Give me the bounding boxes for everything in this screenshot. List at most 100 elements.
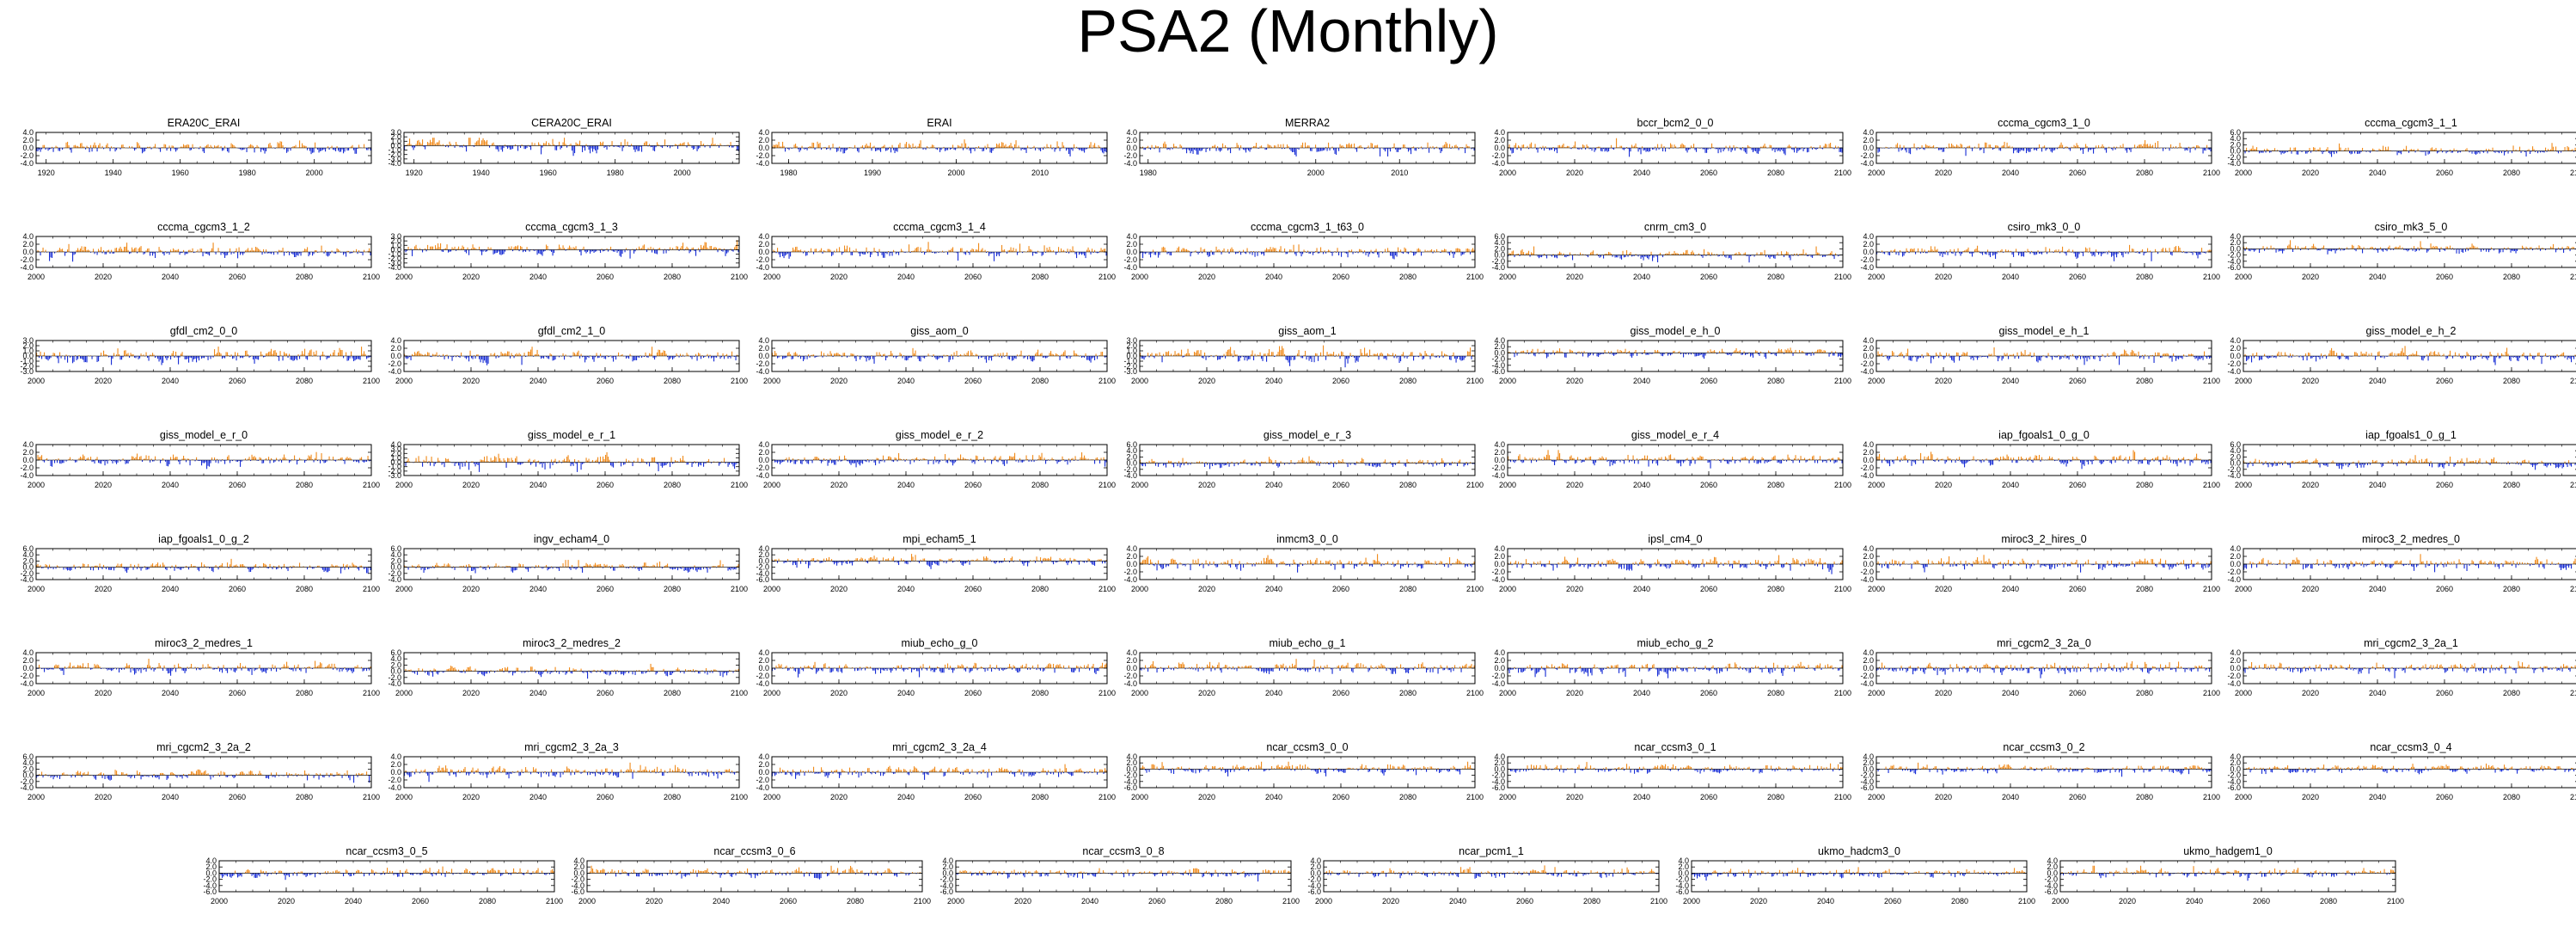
bar-positive — [356, 249, 358, 252]
bar-positive — [407, 143, 409, 146]
bar-positive — [36, 353, 38, 356]
bar-positive — [1955, 146, 1956, 148]
bar-negative — [634, 249, 636, 252]
bar-positive — [994, 146, 996, 148]
bar-negative — [2525, 150, 2527, 157]
bar-negative — [1653, 148, 1655, 150]
bar-negative — [2319, 249, 2321, 251]
bar-negative — [264, 148, 266, 154]
bar-negative — [2036, 252, 2038, 255]
bar-negative — [590, 145, 592, 149]
bar-positive — [187, 144, 188, 148]
bar-negative — [862, 252, 864, 255]
bar-positive — [220, 145, 222, 148]
bar-negative — [1719, 148, 1721, 150]
bar-positive — [245, 250, 247, 252]
bar-negative — [2104, 148, 2106, 150]
bar-positive — [610, 144, 612, 146]
bar-negative — [243, 148, 245, 150]
bar-negative — [366, 356, 368, 359]
bar-positive — [1142, 146, 1144, 148]
bar-negative — [165, 356, 167, 359]
bar-negative — [896, 252, 898, 253]
bar-positive — [2252, 145, 2254, 151]
bar-negative — [282, 356, 284, 361]
bar-positive — [1062, 142, 1063, 148]
y-tick-label: -2.0 — [20, 255, 34, 264]
bar-negative — [1191, 148, 1193, 151]
bar-positive — [1675, 146, 1677, 148]
bar-positive — [1019, 243, 1021, 252]
bar-negative — [448, 249, 450, 253]
bar-negative — [1066, 252, 1068, 254]
bar-negative — [950, 148, 951, 150]
x-tick-label: 2000 — [28, 273, 45, 281]
bar-negative — [2269, 150, 2271, 153]
bar-negative — [1702, 255, 1704, 258]
bar-positive — [1076, 146, 1078, 148]
x-tick-label: 2100 — [2570, 273, 2576, 281]
bar-negative — [2396, 150, 2398, 156]
bar-positive — [2360, 248, 2362, 249]
bar-negative — [1730, 255, 1732, 261]
x-tick-label: 2020 — [1935, 273, 1952, 281]
bar-negative — [335, 148, 337, 151]
x-tick-label: 2000 — [1499, 169, 1516, 177]
bar-positive — [336, 146, 338, 148]
bar-positive — [1056, 141, 1058, 148]
bar-negative — [1336, 252, 1337, 253]
bar-negative — [2282, 150, 2284, 153]
bar-negative — [264, 356, 266, 357]
bar-negative — [1289, 148, 1291, 150]
bar-negative — [1838, 255, 1839, 257]
bar-positive — [2139, 144, 2141, 148]
bar-negative — [1316, 148, 1318, 152]
bar-negative — [230, 252, 232, 255]
bar-positive — [168, 145, 170, 148]
bar-positive — [868, 251, 870, 252]
bar-negative — [544, 249, 546, 252]
bar-positive — [796, 246, 798, 252]
bar-negative — [2169, 148, 2170, 151]
bar-negative — [657, 249, 658, 255]
bar-negative — [533, 249, 535, 251]
bar-positive — [232, 144, 234, 148]
bar-positive — [276, 353, 278, 356]
bar-negative — [462, 145, 463, 148]
bar-positive — [2466, 148, 2468, 151]
bar-positive — [272, 353, 273, 356]
bar-positive — [1053, 250, 1055, 252]
bar-negative — [922, 148, 924, 150]
bar-negative — [1460, 252, 1462, 256]
bar-positive — [2290, 147, 2291, 151]
bar-positive — [711, 144, 713, 146]
bar-positive — [574, 248, 576, 250]
bar-positive — [1009, 145, 1011, 148]
bar-negative — [2354, 150, 2356, 154]
bar-positive — [1510, 253, 1512, 255]
bar-positive — [1716, 254, 1718, 255]
bar-positive — [469, 138, 471, 146]
bar-positive — [246, 249, 248, 252]
bar-negative — [1066, 148, 1068, 151]
x-tick-label: 2100 — [2570, 169, 2576, 177]
bar-negative — [2065, 252, 2067, 256]
bar-negative — [726, 249, 728, 254]
bar-positive — [68, 243, 70, 252]
bar-positive — [104, 354, 106, 356]
bar-positive — [719, 143, 721, 146]
bar-positive — [440, 242, 442, 250]
bar-negative — [1403, 252, 1404, 255]
bar-negative — [982, 148, 983, 152]
bar-positive — [2527, 248, 2529, 249]
bar-positive — [1048, 249, 1049, 252]
bar-positive — [1454, 145, 1456, 148]
bar-negative — [2204, 148, 2206, 150]
bar-negative — [321, 148, 322, 151]
bar-negative — [639, 145, 641, 147]
bar-negative — [1600, 255, 1602, 257]
bar-negative — [2300, 249, 2302, 251]
bar-positive — [346, 250, 348, 252]
bar-negative — [2476, 150, 2478, 154]
bar-negative — [2041, 252, 2043, 255]
